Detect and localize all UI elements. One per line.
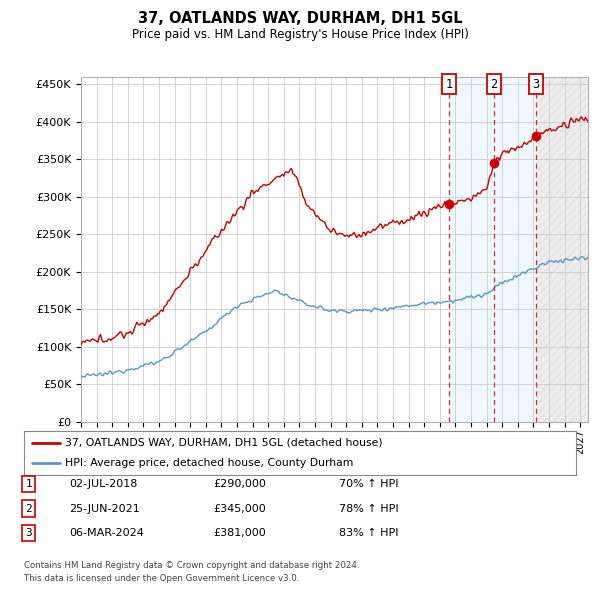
Text: Contains HM Land Registry data © Crown copyright and database right 2024.: Contains HM Land Registry data © Crown c… [24,560,359,570]
Text: 1: 1 [25,479,32,489]
Text: 2: 2 [25,504,32,513]
Text: £381,000: £381,000 [213,529,266,538]
Text: HPI: Average price, detached house, County Durham: HPI: Average price, detached house, Coun… [65,458,354,468]
Text: 3: 3 [533,78,540,91]
Text: Price paid vs. HM Land Registry's House Price Index (HPI): Price paid vs. HM Land Registry's House … [131,28,469,41]
Bar [449,77,536,422]
Text: 06-MAR-2024: 06-MAR-2024 [69,529,144,538]
Text: £290,000: £290,000 [213,479,266,489]
Text: 1: 1 [445,78,452,91]
Bar [536,77,588,422]
Text: This data is licensed under the Open Government Licence v3.0.: This data is licensed under the Open Gov… [24,573,299,583]
Text: 37, OATLANDS WAY, DURHAM, DH1 5GL: 37, OATLANDS WAY, DURHAM, DH1 5GL [137,11,463,25]
Text: 70% ↑ HPI: 70% ↑ HPI [339,479,398,489]
Text: 3: 3 [25,529,32,538]
Text: 02-JUL-2018: 02-JUL-2018 [69,479,137,489]
Text: 37, OATLANDS WAY, DURHAM, DH1 5GL (detached house): 37, OATLANDS WAY, DURHAM, DH1 5GL (detac… [65,438,383,448]
Text: £345,000: £345,000 [213,504,266,513]
Text: 83% ↑ HPI: 83% ↑ HPI [339,529,398,538]
Text: 78% ↑ HPI: 78% ↑ HPI [339,504,398,513]
Text: 25-JUN-2021: 25-JUN-2021 [69,504,140,513]
Text: 2: 2 [491,78,497,91]
